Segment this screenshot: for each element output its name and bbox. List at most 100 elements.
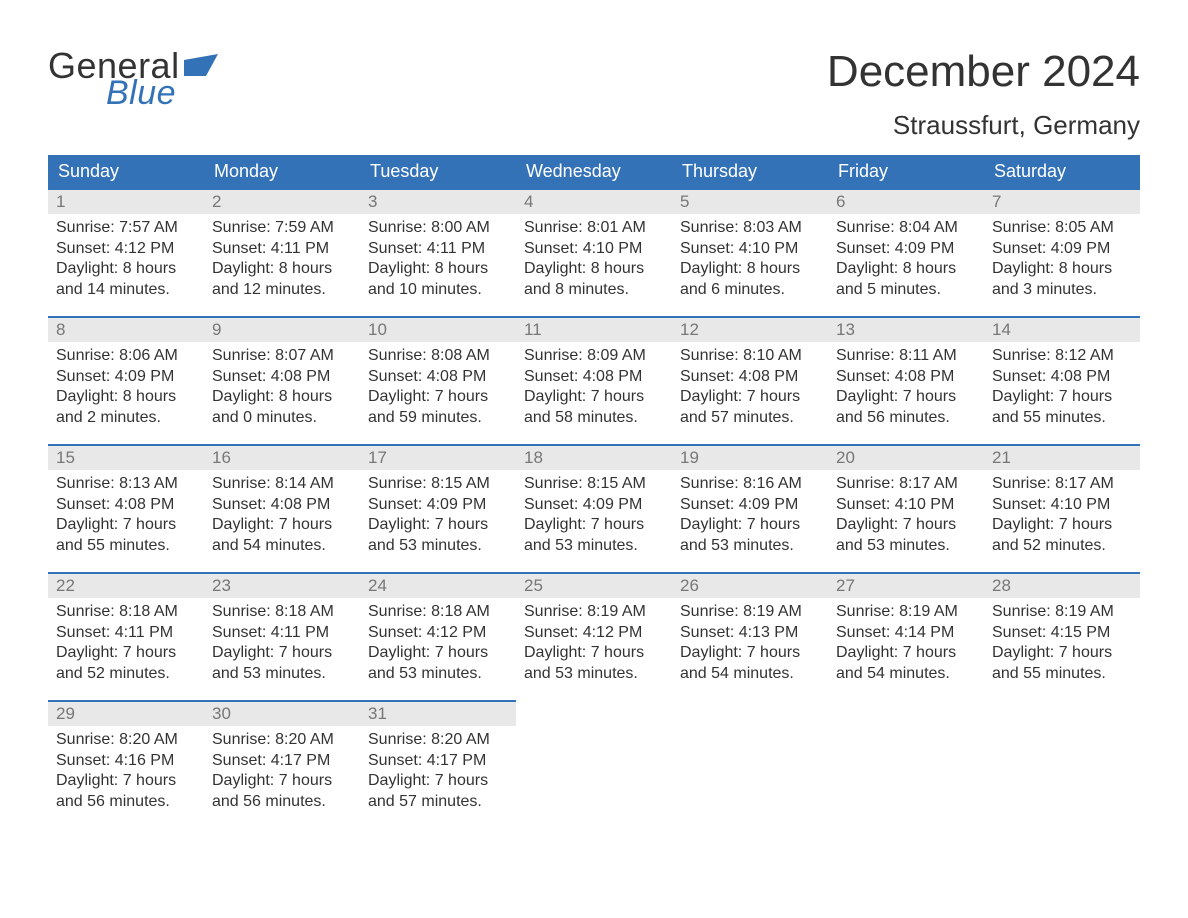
day-daylight1: Daylight: 7 hours <box>680 387 820 407</box>
calendar-cell: 27Sunrise: 8:19 AMSunset: 4:14 PMDayligh… <box>828 572 984 700</box>
title-block: December 2024 Straussfurt, Germany <box>827 48 1140 141</box>
day-number: 15 <box>48 446 204 470</box>
calendar-cell: 23Sunrise: 8:18 AMSunset: 4:11 PMDayligh… <box>204 572 360 700</box>
day-daylight2: and 52 minutes. <box>56 664 196 684</box>
day-daylight2: and 53 minutes. <box>524 536 664 556</box>
day-sunset: Sunset: 4:08 PM <box>56 495 196 515</box>
day-sunrise: Sunrise: 8:19 AM <box>836 602 976 622</box>
day-number: 16 <box>204 446 360 470</box>
day-number: 20 <box>828 446 984 470</box>
day-sunset: Sunset: 4:10 PM <box>680 239 820 259</box>
day-daylight1: Daylight: 7 hours <box>212 771 352 791</box>
day-daylight1: Daylight: 7 hours <box>680 643 820 663</box>
day-daylight1: Daylight: 7 hours <box>212 643 352 663</box>
day-daylight2: and 53 minutes. <box>680 536 820 556</box>
day-daylight1: Daylight: 7 hours <box>56 515 196 535</box>
day-details: Sunrise: 8:18 AMSunset: 4:11 PMDaylight:… <box>204 598 360 694</box>
day-wrapper: 19Sunrise: 8:16 AMSunset: 4:09 PMDayligh… <box>672 444 828 566</box>
day-details: Sunrise: 8:16 AMSunset: 4:09 PMDaylight:… <box>672 470 828 566</box>
day-daylight1: Daylight: 7 hours <box>680 515 820 535</box>
day-number: 1 <box>48 190 204 214</box>
day-number: 24 <box>360 574 516 598</box>
day-details: Sunrise: 8:15 AMSunset: 4:09 PMDaylight:… <box>516 470 672 566</box>
weekday-header: Friday <box>828 155 984 188</box>
day-sunset: Sunset: 4:09 PM <box>836 239 976 259</box>
weekday-header: Monday <box>204 155 360 188</box>
day-wrapper: 13Sunrise: 8:11 AMSunset: 4:08 PMDayligh… <box>828 316 984 438</box>
calendar-cell: 10Sunrise: 8:08 AMSunset: 4:08 PMDayligh… <box>360 316 516 444</box>
day-sunset: Sunset: 4:14 PM <box>836 623 976 643</box>
calendar-cell: 6Sunrise: 8:04 AMSunset: 4:09 PMDaylight… <box>828 188 984 316</box>
day-daylight2: and 53 minutes. <box>368 536 508 556</box>
day-daylight2: and 53 minutes. <box>212 664 352 684</box>
day-sunrise: Sunrise: 8:17 AM <box>836 474 976 494</box>
day-daylight2: and 5 minutes. <box>836 280 976 300</box>
calendar-cell: 12Sunrise: 8:10 AMSunset: 4:08 PMDayligh… <box>672 316 828 444</box>
day-daylight2: and 54 minutes. <box>212 536 352 556</box>
day-details: Sunrise: 8:08 AMSunset: 4:08 PMDaylight:… <box>360 342 516 438</box>
calendar-cell: 21Sunrise: 8:17 AMSunset: 4:10 PMDayligh… <box>984 444 1140 572</box>
day-sunrise: Sunrise: 8:18 AM <box>368 602 508 622</box>
calendar-cell: 3Sunrise: 8:00 AMSunset: 4:11 PMDaylight… <box>360 188 516 316</box>
day-wrapper: 24Sunrise: 8:18 AMSunset: 4:12 PMDayligh… <box>360 572 516 694</box>
day-sunset: Sunset: 4:08 PM <box>836 367 976 387</box>
day-sunrise: Sunrise: 8:19 AM <box>992 602 1132 622</box>
calendar-cell: 31Sunrise: 8:20 AMSunset: 4:17 PMDayligh… <box>360 700 516 828</box>
day-sunrise: Sunrise: 8:18 AM <box>212 602 352 622</box>
day-sunrise: Sunrise: 8:07 AM <box>212 346 352 366</box>
day-wrapper: 20Sunrise: 8:17 AMSunset: 4:10 PMDayligh… <box>828 444 984 566</box>
day-wrapper: 14Sunrise: 8:12 AMSunset: 4:08 PMDayligh… <box>984 316 1140 438</box>
day-details: Sunrise: 8:18 AMSunset: 4:12 PMDaylight:… <box>360 598 516 694</box>
day-sunset: Sunset: 4:10 PM <box>992 495 1132 515</box>
day-number: 2 <box>204 190 360 214</box>
day-number: 29 <box>48 702 204 726</box>
day-details: Sunrise: 8:10 AMSunset: 4:08 PMDaylight:… <box>672 342 828 438</box>
calendar-cell: 20Sunrise: 8:17 AMSunset: 4:10 PMDayligh… <box>828 444 984 572</box>
day-number: 10 <box>360 318 516 342</box>
day-daylight1: Daylight: 8 hours <box>524 259 664 279</box>
calendar-cell <box>516 700 672 828</box>
calendar-cell: 19Sunrise: 8:16 AMSunset: 4:09 PMDayligh… <box>672 444 828 572</box>
day-sunrise: Sunrise: 8:05 AM <box>992 218 1132 238</box>
day-sunset: Sunset: 4:09 PM <box>680 495 820 515</box>
day-number: 18 <box>516 446 672 470</box>
day-daylight1: Daylight: 7 hours <box>524 643 664 663</box>
day-daylight1: Daylight: 7 hours <box>524 515 664 535</box>
day-wrapper: 28Sunrise: 8:19 AMSunset: 4:15 PMDayligh… <box>984 572 1140 694</box>
calendar-week-row: 22Sunrise: 8:18 AMSunset: 4:11 PMDayligh… <box>48 572 1140 700</box>
day-sunset: Sunset: 4:09 PM <box>524 495 664 515</box>
calendar-cell: 9Sunrise: 8:07 AMSunset: 4:08 PMDaylight… <box>204 316 360 444</box>
calendar-cell: 8Sunrise: 8:06 AMSunset: 4:09 PMDaylight… <box>48 316 204 444</box>
day-details: Sunrise: 8:19 AMSunset: 4:13 PMDaylight:… <box>672 598 828 694</box>
calendar-cell: 13Sunrise: 8:11 AMSunset: 4:08 PMDayligh… <box>828 316 984 444</box>
day-daylight2: and 12 minutes. <box>212 280 352 300</box>
day-daylight1: Daylight: 7 hours <box>524 387 664 407</box>
day-number: 22 <box>48 574 204 598</box>
calendar-cell <box>828 700 984 828</box>
day-details: Sunrise: 8:20 AMSunset: 4:17 PMDaylight:… <box>204 726 360 822</box>
day-sunrise: Sunrise: 8:03 AM <box>680 218 820 238</box>
weekday-header: Saturday <box>984 155 1140 188</box>
day-daylight2: and 56 minutes. <box>836 408 976 428</box>
day-details: Sunrise: 7:59 AMSunset: 4:11 PMDaylight:… <box>204 214 360 310</box>
title-location: Straussfurt, Germany <box>827 110 1140 141</box>
day-details: Sunrise: 8:19 AMSunset: 4:15 PMDaylight:… <box>984 598 1140 694</box>
day-wrapper: 27Sunrise: 8:19 AMSunset: 4:14 PMDayligh… <box>828 572 984 694</box>
calendar-cell: 11Sunrise: 8:09 AMSunset: 4:08 PMDayligh… <box>516 316 672 444</box>
day-sunset: Sunset: 4:11 PM <box>56 623 196 643</box>
day-number: 13 <box>828 318 984 342</box>
day-sunset: Sunset: 4:09 PM <box>56 367 196 387</box>
day-details: Sunrise: 8:03 AMSunset: 4:10 PMDaylight:… <box>672 214 828 310</box>
day-number: 30 <box>204 702 360 726</box>
day-number: 9 <box>204 318 360 342</box>
day-wrapper: 2Sunrise: 7:59 AMSunset: 4:11 PMDaylight… <box>204 188 360 310</box>
calendar-week-row: 1Sunrise: 7:57 AMSunset: 4:12 PMDaylight… <box>48 188 1140 316</box>
day-sunrise: Sunrise: 8:15 AM <box>524 474 664 494</box>
day-sunrise: Sunrise: 8:20 AM <box>56 730 196 750</box>
day-daylight1: Daylight: 7 hours <box>56 771 196 791</box>
day-sunset: Sunset: 4:08 PM <box>680 367 820 387</box>
day-details: Sunrise: 8:06 AMSunset: 4:09 PMDaylight:… <box>48 342 204 438</box>
calendar-cell <box>984 700 1140 828</box>
day-sunset: Sunset: 4:08 PM <box>368 367 508 387</box>
day-sunset: Sunset: 4:12 PM <box>368 623 508 643</box>
